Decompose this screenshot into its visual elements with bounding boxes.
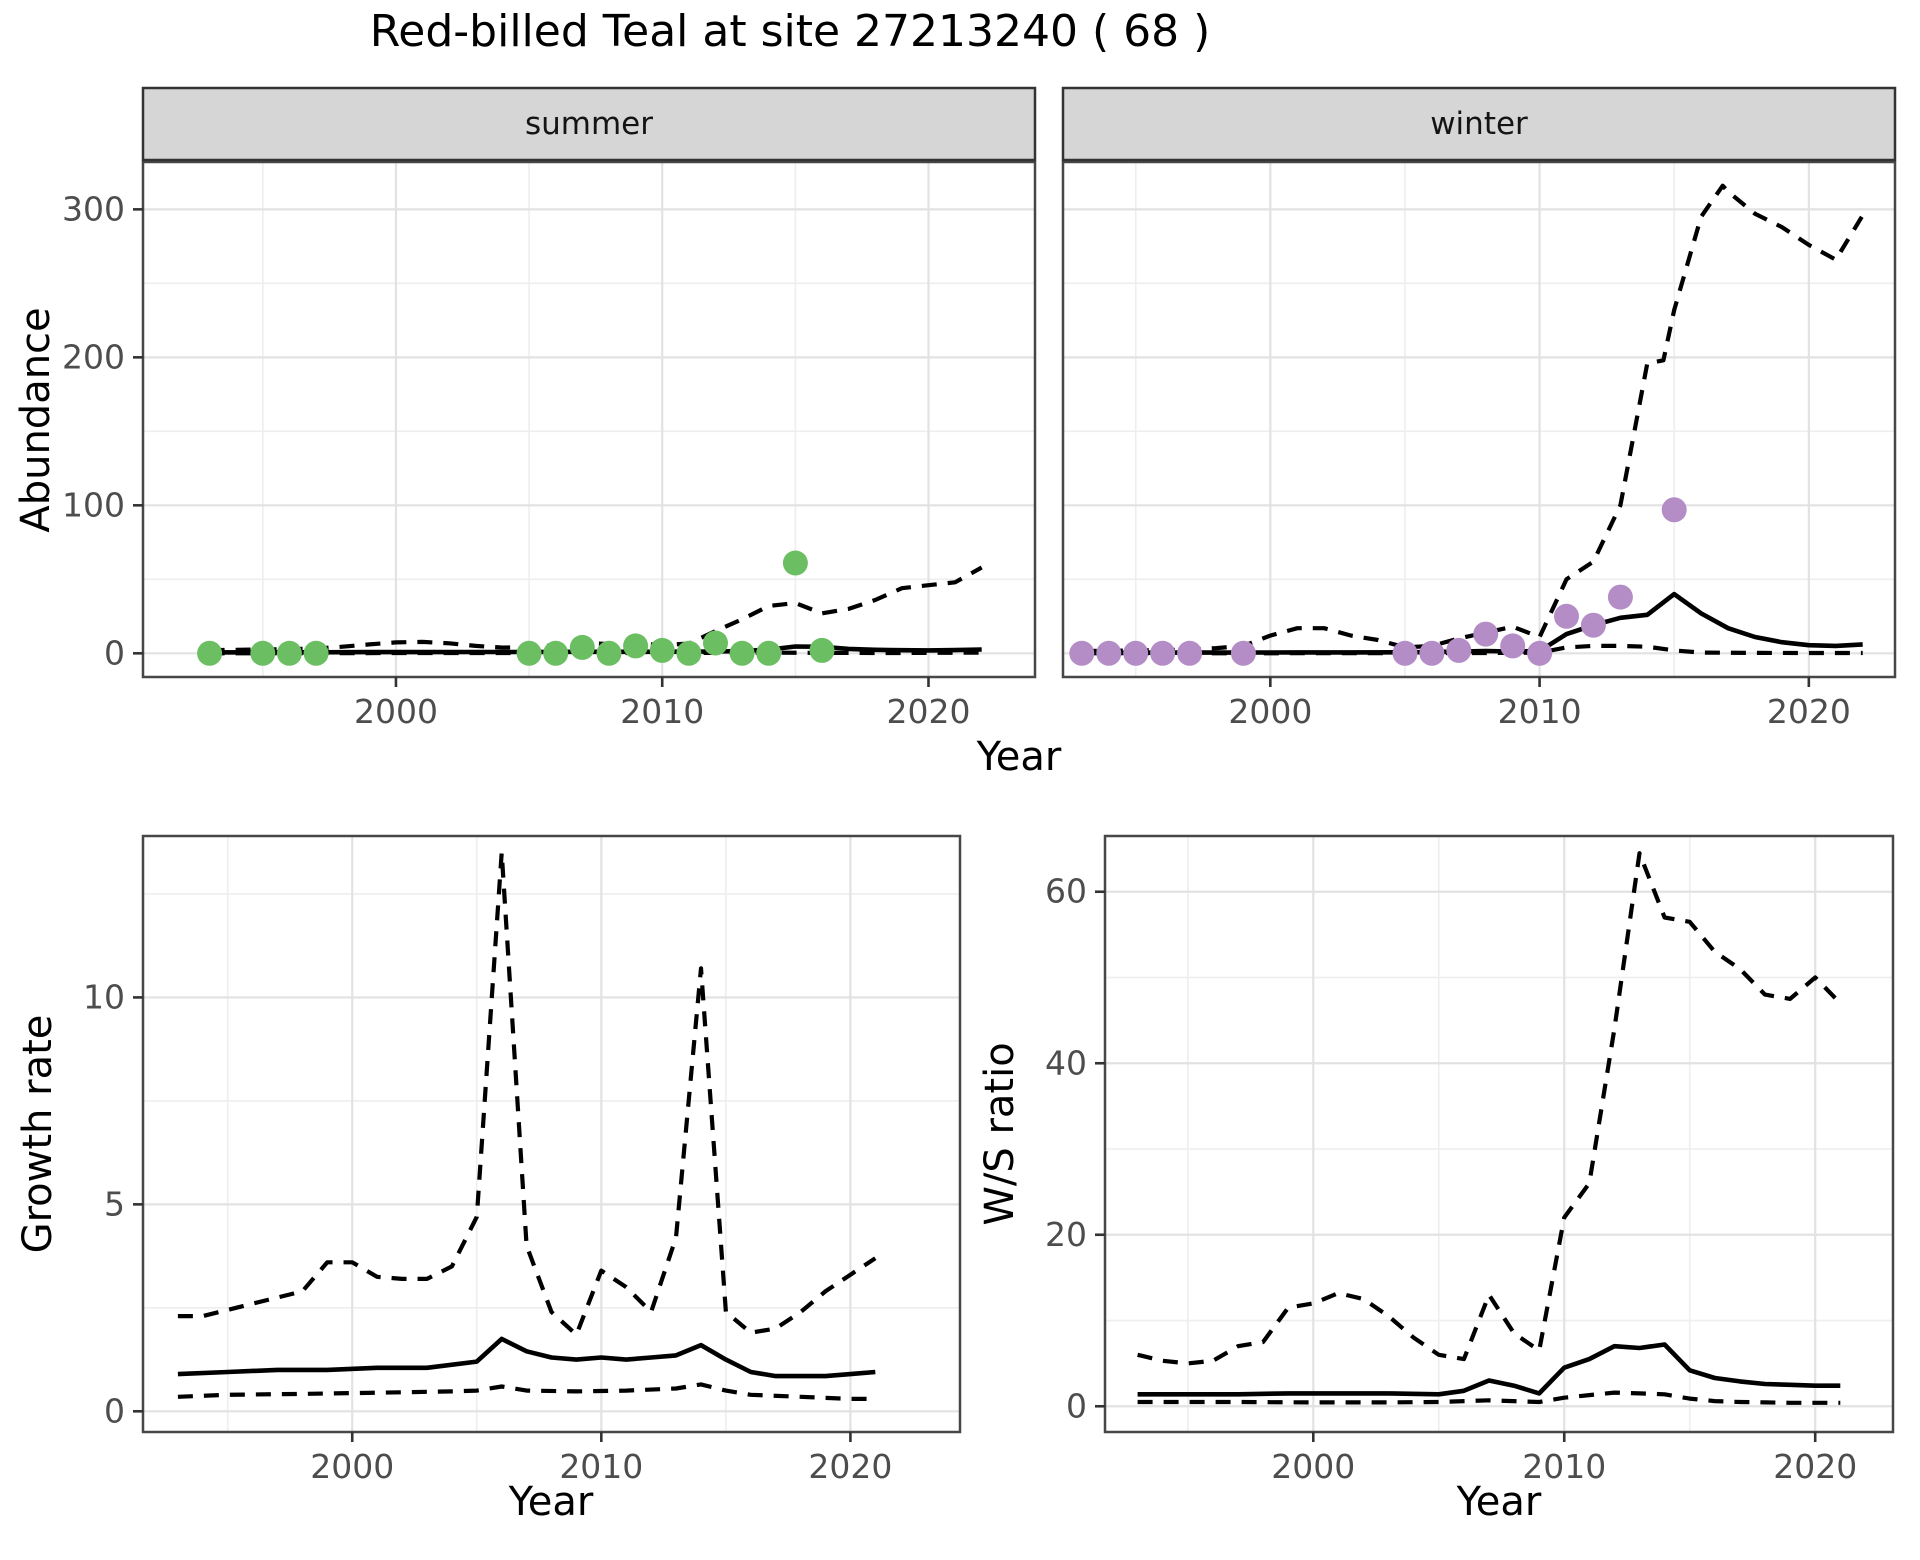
winter-observations-point	[1419, 640, 1445, 666]
year-axis-title-top: Year	[976, 734, 1062, 780]
y-tick-label: 20	[1045, 1215, 1087, 1254]
year-axis-title-growth: Year	[508, 1479, 594, 1525]
summer-observations-point	[756, 640, 782, 666]
panel-growth: 2000 2010 2020 0 5 10	[83, 834, 962, 1486]
facet-strip-winter	[1061, 86, 1897, 162]
summer-observations-point	[596, 640, 622, 666]
winter-observations-point	[1580, 612, 1606, 638]
summer-observations-point	[303, 640, 329, 666]
panel-border	[1103, 834, 1895, 1434]
winter-observations-point	[1473, 621, 1499, 647]
panel-border	[1061, 160, 1897, 679]
summer-observations-point	[729, 640, 755, 666]
summer-observations-point	[623, 633, 649, 659]
panel-winter: 2000 2010 2020	[1061, 86, 1897, 731]
winter-observations-point	[1150, 640, 1176, 666]
year-axis-title-ws: Year	[1456, 1479, 1542, 1525]
ws-lower-ci-line	[1137, 1390, 1841, 1405]
panel-ws: 2000 2010 2020 0 20 40 60	[1045, 834, 1895, 1486]
summer-observations-point	[703, 630, 728, 656]
winter-observations-point	[1177, 640, 1203, 666]
winter-observations-point	[1554, 603, 1579, 629]
winter-lower-ci-line	[1081, 643, 1863, 656]
x-tick-label: 2010	[559, 1447, 643, 1486]
x-tick-label: 2000	[354, 692, 438, 731]
summer-observations-point	[197, 640, 223, 666]
winter-observations-point	[1069, 640, 1095, 666]
summer-observations-point	[649, 637, 675, 663]
y-tick-label: 60	[1045, 872, 1087, 911]
summer-observations-point	[569, 634, 595, 660]
ws-upper-ci-line	[1137, 851, 1842, 1366]
y-tick-label: 40	[1045, 1043, 1087, 1082]
x-tick-label: 2000	[1228, 692, 1312, 731]
winter-observations-point	[1527, 640, 1553, 666]
summer-observations-point	[516, 640, 542, 666]
y-tick-label: 0	[1066, 1386, 1087, 1425]
winter-observations-point	[1446, 637, 1472, 663]
abundance-axis-title: Abundance	[13, 307, 59, 533]
y-tick-label: 10	[83, 977, 125, 1016]
winter-observations-point	[1500, 633, 1526, 659]
x-tick-label: 2010	[1498, 692, 1582, 731]
summer-upper-ci-line	[209, 565, 983, 653]
winter-observations-point	[1392, 640, 1418, 666]
summer-observations-point	[543, 640, 569, 666]
winter-fit-line	[1081, 591, 1863, 656]
winter-observations-point	[1661, 497, 1687, 523]
growth-upper-ci-line	[177, 850, 877, 1337]
growth-fit-line	[177, 1336, 876, 1379]
x-tick-label: 2000	[310, 1447, 394, 1486]
winter-observations-point	[1230, 640, 1256, 666]
figure-title: Red-billed Teal at site 27213240 ( 68 )	[369, 6, 1211, 57]
summer-observations-point	[782, 550, 808, 576]
winter-upper-ci-line	[1081, 183, 1865, 654]
y-tick-label: 0	[104, 1391, 125, 1430]
winter-observations-point	[1096, 640, 1122, 666]
facet-strip-summer	[141, 86, 1037, 162]
panel-border	[141, 160, 1037, 679]
panel-summer: 2000 2010 2020 0 100 200 300	[62, 86, 1037, 731]
x-tick-label: 2020	[808, 1447, 892, 1486]
x-tick-label: 2020	[1767, 692, 1851, 731]
panel-border	[141, 834, 962, 1434]
y-tick-label: 100	[62, 485, 125, 524]
summer-observations-point	[676, 640, 702, 666]
x-tick-label: 2010	[620, 692, 704, 731]
winter-observations-point	[1607, 584, 1633, 610]
facet-strip-label-summer: summer	[524, 106, 654, 142]
y-tick-label: 300	[62, 189, 125, 228]
summer-observations-point	[276, 640, 302, 666]
facet-strip-label-winter: winter	[1430, 106, 1528, 142]
summer-observations-point	[809, 637, 835, 663]
winter-observations-point	[1123, 640, 1149, 666]
ws-fit-line	[1137, 1342, 1841, 1397]
x-tick-label: 2000	[1271, 1447, 1355, 1486]
y-tick-label: 5	[104, 1184, 125, 1223]
growth-lower-ci-line	[177, 1382, 876, 1402]
x-tick-label: 2010	[1522, 1447, 1606, 1486]
ws-ratio-axis-title: W/S ratio	[977, 1042, 1023, 1226]
y-tick-label: 200	[62, 337, 125, 376]
growth-rate-axis-title: Growth rate	[15, 1014, 61, 1254]
summer-observations-point	[250, 640, 276, 666]
x-tick-label: 2020	[1773, 1447, 1857, 1486]
y-tick-label: 0	[104, 633, 125, 672]
x-tick-label: 2020	[887, 692, 971, 731]
